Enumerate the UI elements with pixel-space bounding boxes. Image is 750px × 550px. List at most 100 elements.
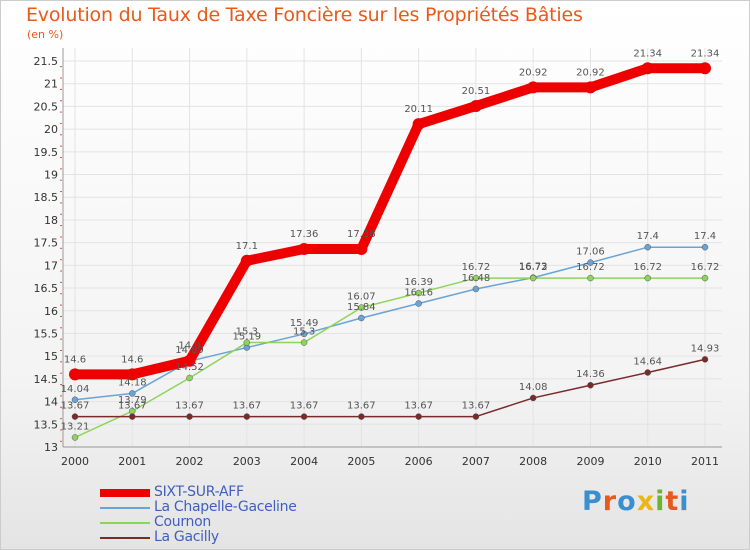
x-tick-label: 2002 xyxy=(176,455,204,468)
data-label: 16.16 xyxy=(404,287,433,298)
y-tick-label: 19 xyxy=(44,169,58,182)
data-label: 16.39 xyxy=(404,277,433,288)
data-label: 21.34 xyxy=(691,48,720,59)
data-label: 13.67 xyxy=(404,401,433,412)
data-label: 13.79 xyxy=(118,395,147,406)
series-line-sixt-sur-aff xyxy=(70,63,710,380)
data-point xyxy=(644,243,651,251)
data-label: 17.36 xyxy=(347,229,376,240)
data-label: 16.72 xyxy=(633,262,662,273)
chart-subtitle: (en %) xyxy=(27,28,64,41)
x-tick-label: 2010 xyxy=(634,455,662,468)
legend-label: SIXT-SUR-AFF xyxy=(154,484,244,500)
data-point xyxy=(355,243,368,256)
data-label: 13.67 xyxy=(175,401,204,412)
data-label: 13.67 xyxy=(290,401,319,412)
x-tick-label: 2001 xyxy=(118,455,146,468)
x-tick-label: 2007 xyxy=(462,455,490,468)
data-label: 20.51 xyxy=(462,86,491,97)
data-point xyxy=(298,243,311,256)
data-label: 15.3 xyxy=(236,327,258,338)
y-tick-label: 15.5 xyxy=(34,327,59,340)
data-point xyxy=(412,118,425,131)
data-point xyxy=(415,413,422,420)
data-point xyxy=(641,62,654,75)
data-point xyxy=(415,300,422,307)
y-tick-label: 16 xyxy=(44,305,58,318)
data-label: 20.92 xyxy=(576,67,605,78)
data-point xyxy=(701,274,709,282)
chart-title: Evolution du Taux de Taxe Foncière sur l… xyxy=(26,4,583,26)
data-label: 20.92 xyxy=(519,67,548,78)
data-label: 21.34 xyxy=(633,48,662,59)
data-point xyxy=(527,81,540,94)
x-tick-label: 2000 xyxy=(61,455,89,468)
data-label: 16.72 xyxy=(462,262,491,273)
data-label: 17.4 xyxy=(694,231,716,242)
x-tick-label: 2009 xyxy=(576,455,604,468)
y-tick-label: 19.5 xyxy=(34,146,59,159)
data-label: 14.6 xyxy=(64,354,86,365)
data-point xyxy=(243,339,251,346)
data-label: 15.49 xyxy=(290,318,319,329)
data-label: 16.72 xyxy=(576,262,605,273)
data-point xyxy=(644,274,651,282)
proxiti-logo: Proxiti xyxy=(582,486,690,517)
y-tick-label: 20 xyxy=(44,123,58,136)
data-label: 16.07 xyxy=(347,292,376,303)
data-label: 17.4 xyxy=(637,231,659,242)
data-label: 20.11 xyxy=(404,104,433,115)
data-label: 13.21 xyxy=(61,421,90,432)
legend-swatch xyxy=(100,522,150,524)
data-label: 17.06 xyxy=(576,247,605,258)
data-point xyxy=(126,368,139,381)
x-tick-label: 2005 xyxy=(347,455,375,468)
data-point xyxy=(469,99,482,112)
data-label: 14.6 xyxy=(121,354,143,365)
x-tick-label: 2004 xyxy=(290,455,318,468)
data-label: 16.73 xyxy=(519,262,548,273)
data-label: 13.67 xyxy=(118,401,147,412)
y-tick-label: 18 xyxy=(44,214,58,227)
data-label: 13.67 xyxy=(347,401,376,412)
x-tick-label: 2003 xyxy=(233,455,261,468)
data-point xyxy=(358,413,365,420)
data-point xyxy=(472,285,480,293)
y-tick-label: 21.5 xyxy=(34,55,59,68)
y-tick-label: 18.5 xyxy=(34,191,59,204)
data-point xyxy=(71,434,79,441)
data-label: 16.48 xyxy=(462,273,491,284)
y-tick-label: 14 xyxy=(44,396,58,409)
data-point xyxy=(183,354,196,367)
y-tick-label: 17.5 xyxy=(34,237,59,250)
data-point xyxy=(186,413,193,420)
data-label: 14.89 xyxy=(175,345,204,356)
data-label: 14.9 xyxy=(178,341,200,352)
data-point xyxy=(587,274,594,282)
series-line-cournon xyxy=(74,277,706,439)
y-tick-label: 14.5 xyxy=(34,373,59,386)
data-point xyxy=(472,413,480,420)
data-label: 15.3 xyxy=(293,327,315,338)
data-label: 13.67 xyxy=(232,401,261,412)
data-point xyxy=(300,330,308,338)
data-point xyxy=(587,259,594,266)
data-point xyxy=(240,254,253,267)
series-line-la-gacilly xyxy=(74,358,706,418)
data-label: 15.19 xyxy=(232,332,261,343)
data-label: 13.67 xyxy=(462,401,491,412)
x-tick-label: 2008 xyxy=(519,455,547,468)
legend-swatch xyxy=(100,489,150,497)
x-tick-label: 2006 xyxy=(405,455,433,468)
data-label: 14.64 xyxy=(633,357,662,368)
data-point xyxy=(699,62,711,75)
legend-label: La Chapelle-Gaceline xyxy=(154,499,297,515)
data-point xyxy=(71,396,79,404)
data-point xyxy=(243,413,251,420)
line-chart: 13 13.5 14 14.5 15 15.5 16 16.5 17 17.5 18 18.5 19 19… xyxy=(34,48,722,468)
data-point xyxy=(529,274,537,282)
data-label: 13.67 xyxy=(61,401,90,412)
data-point xyxy=(529,394,537,402)
data-label: 14.93 xyxy=(691,343,720,354)
